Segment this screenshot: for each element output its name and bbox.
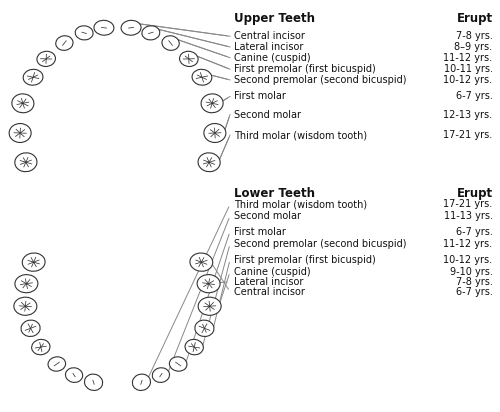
Ellipse shape bbox=[37, 51, 56, 66]
Ellipse shape bbox=[94, 20, 114, 35]
Text: First molar: First molar bbox=[234, 91, 286, 101]
Text: 17-21 yrs.: 17-21 yrs. bbox=[444, 199, 492, 209]
Ellipse shape bbox=[48, 357, 66, 371]
Ellipse shape bbox=[152, 368, 170, 382]
Text: 7-8 yrs.: 7-8 yrs. bbox=[456, 31, 492, 41]
Ellipse shape bbox=[170, 357, 187, 371]
Text: First premolar (first bicuspid): First premolar (first bicuspid) bbox=[234, 255, 376, 265]
Text: 10-12 yrs.: 10-12 yrs. bbox=[444, 75, 492, 85]
Text: First premolar (first bicuspid): First premolar (first bicuspid) bbox=[234, 64, 376, 74]
Text: Canine (cuspid): Canine (cuspid) bbox=[234, 53, 310, 63]
Text: 8–9 yrs.: 8–9 yrs. bbox=[454, 42, 492, 52]
Ellipse shape bbox=[32, 339, 50, 355]
Ellipse shape bbox=[185, 339, 204, 355]
Text: 12-13 yrs.: 12-13 yrs. bbox=[444, 110, 492, 119]
Text: 7-8 yrs.: 7-8 yrs. bbox=[456, 277, 492, 287]
Ellipse shape bbox=[84, 374, 102, 391]
Ellipse shape bbox=[66, 368, 82, 382]
Ellipse shape bbox=[198, 153, 220, 172]
Ellipse shape bbox=[197, 275, 220, 293]
Text: 6-7 yrs.: 6-7 yrs. bbox=[456, 91, 492, 101]
Text: Second premolar (second bicuspid): Second premolar (second bicuspid) bbox=[234, 75, 406, 85]
Ellipse shape bbox=[201, 94, 223, 113]
Text: Lower Teeth: Lower Teeth bbox=[234, 187, 315, 200]
Ellipse shape bbox=[195, 320, 214, 337]
Text: First molar: First molar bbox=[234, 227, 286, 236]
Text: Second molar: Second molar bbox=[234, 110, 301, 119]
Text: Canine (cuspid): Canine (cuspid) bbox=[234, 267, 310, 277]
Text: Central incisor: Central incisor bbox=[234, 287, 305, 297]
Text: 11-12 yrs.: 11-12 yrs. bbox=[444, 53, 492, 63]
Ellipse shape bbox=[121, 20, 141, 35]
Ellipse shape bbox=[22, 253, 45, 271]
Ellipse shape bbox=[23, 69, 43, 85]
Text: Lateral incisor: Lateral incisor bbox=[234, 42, 304, 52]
Ellipse shape bbox=[190, 253, 212, 271]
Text: Upper Teeth: Upper Teeth bbox=[234, 12, 315, 25]
Ellipse shape bbox=[15, 275, 38, 293]
Ellipse shape bbox=[56, 36, 73, 50]
Ellipse shape bbox=[15, 153, 37, 172]
Text: Third molar (wisdom tooth): Third molar (wisdom tooth) bbox=[234, 199, 367, 209]
Text: 11-12 yrs.: 11-12 yrs. bbox=[444, 239, 492, 249]
Ellipse shape bbox=[142, 26, 160, 40]
Ellipse shape bbox=[21, 320, 40, 337]
Text: 6-7 yrs.: 6-7 yrs. bbox=[456, 227, 492, 236]
Text: 6-7 yrs.: 6-7 yrs. bbox=[456, 287, 492, 297]
Text: Erupt: Erupt bbox=[456, 187, 492, 200]
Text: Lateral incisor: Lateral incisor bbox=[234, 277, 304, 287]
Text: Second premolar (second bicuspid): Second premolar (second bicuspid) bbox=[234, 239, 406, 249]
Text: 9-10 yrs.: 9-10 yrs. bbox=[450, 267, 492, 277]
Text: 11-13 yrs.: 11-13 yrs. bbox=[444, 211, 492, 221]
Ellipse shape bbox=[180, 51, 198, 66]
Text: Third molar (wisdom tooth): Third molar (wisdom tooth) bbox=[234, 130, 367, 140]
Text: 17-21 yrs.: 17-21 yrs. bbox=[444, 130, 492, 140]
Text: Central incisor: Central incisor bbox=[234, 31, 305, 41]
Text: 10-12 yrs.: 10-12 yrs. bbox=[444, 255, 492, 265]
Ellipse shape bbox=[204, 124, 226, 143]
Ellipse shape bbox=[14, 297, 37, 315]
Ellipse shape bbox=[192, 69, 212, 85]
Ellipse shape bbox=[162, 36, 180, 50]
Text: Second molar: Second molar bbox=[234, 211, 301, 221]
Text: 10-11 yrs.: 10-11 yrs. bbox=[444, 64, 492, 74]
Ellipse shape bbox=[9, 124, 31, 143]
Ellipse shape bbox=[198, 297, 221, 315]
Text: Erupt: Erupt bbox=[456, 12, 492, 25]
Ellipse shape bbox=[75, 26, 93, 40]
Ellipse shape bbox=[132, 374, 150, 391]
Ellipse shape bbox=[12, 94, 34, 113]
